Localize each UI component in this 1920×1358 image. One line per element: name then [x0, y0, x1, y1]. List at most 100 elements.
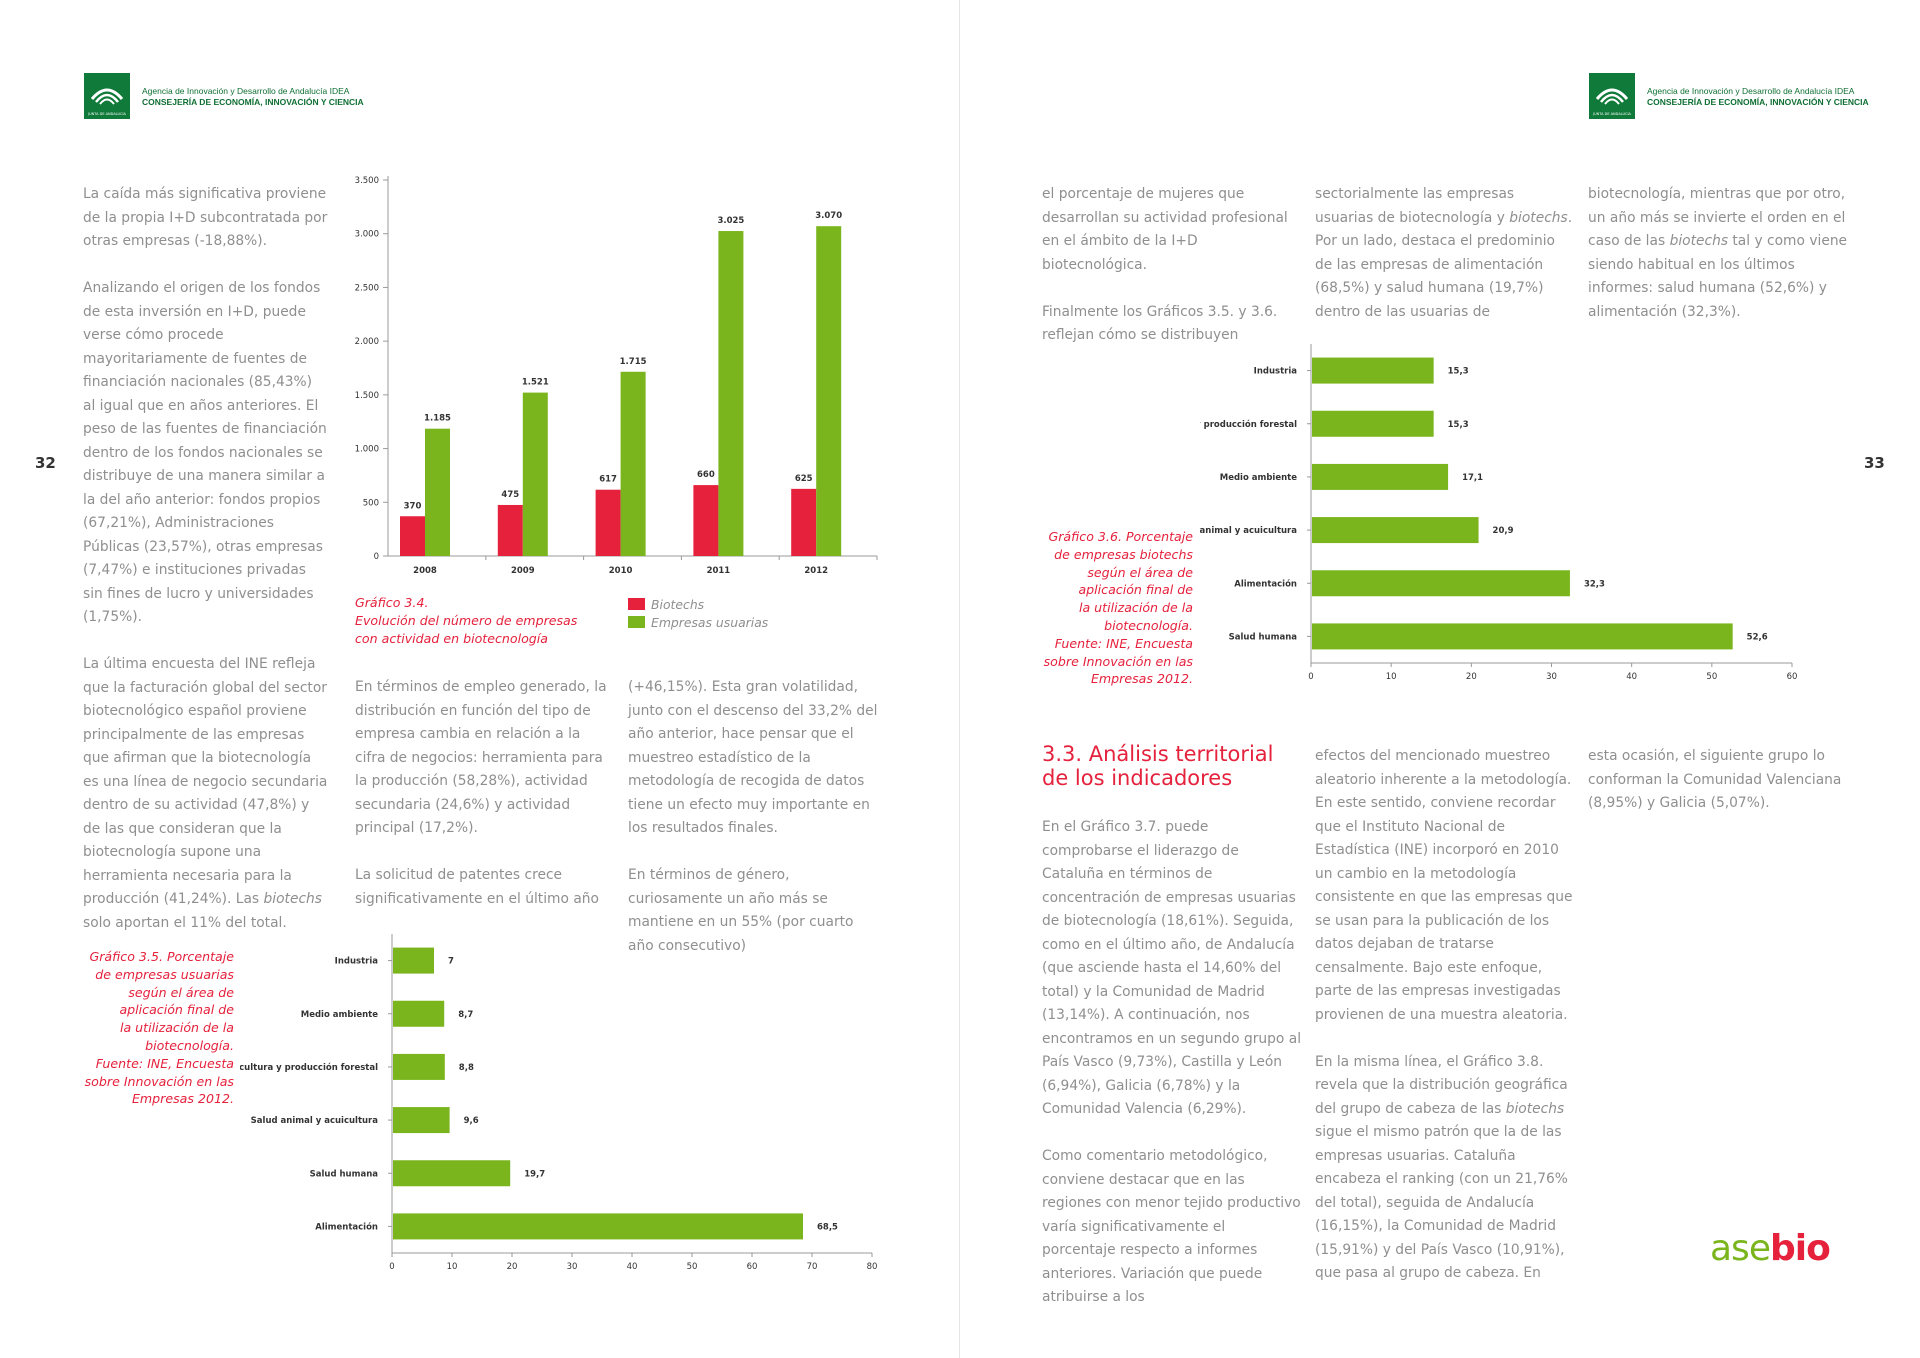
bar-biotechs — [595, 489, 621, 556]
junta-emblem-icon: JUNTA DE ANDALUCIA — [84, 73, 130, 119]
data-label: 20,9 — [1493, 526, 1514, 536]
bar — [1312, 463, 1449, 490]
bar — [1312, 517, 1479, 544]
data-label: 1.185 — [424, 414, 451, 424]
x-tick-label: 60 — [747, 1262, 758, 1272]
bar — [393, 1160, 511, 1187]
bar-empresas-usuarias — [718, 231, 744, 556]
junta-logo: JUNTA DE ANDALUCIA Agencia de Innovación… — [84, 73, 384, 119]
x-tick-label: 0 — [389, 1262, 394, 1272]
x-tick-label: 40 — [1626, 672, 1637, 682]
x-tick-label: 2008 — [413, 566, 437, 576]
category-label: Salud animal y acuicultura — [1200, 526, 1297, 536]
paragraph: En términos de género, curiosamente un a… — [628, 867, 854, 954]
data-label: 3.070 — [815, 211, 842, 221]
data-label: 15,3 — [1448, 420, 1469, 430]
paragraph: La última encuesta del INE refleja que l… — [83, 656, 328, 931]
right-column-1: el porcentaje de mujeres que desarrollan… — [1042, 183, 1297, 348]
category-label: Salud humana — [310, 1169, 379, 1179]
category-label: Agricultura y producción forestal — [1200, 419, 1297, 430]
x-tick-label: 20 — [1466, 672, 1477, 682]
bar-empresas-usuarias — [425, 428, 450, 556]
data-label: 68,5 — [817, 1222, 838, 1232]
x-tick-label: 50 — [687, 1262, 698, 1272]
x-tick-label: 30 — [1546, 672, 1557, 682]
category-label: Medio ambiente — [301, 1010, 378, 1020]
x-tick-label: 80 — [867, 1262, 878, 1272]
y-tick-label: 3.000 — [355, 230, 379, 240]
paragraph: el porcentaje de mujeres que desarrollan… — [1042, 186, 1288, 273]
x-tick-label: 2010 — [609, 566, 633, 576]
x-tick-label: 2009 — [511, 566, 535, 576]
x-tick-label: 30 — [567, 1262, 578, 1272]
bar-empresas-usuarias — [620, 371, 646, 556]
bar-empresas-usuarias — [522, 392, 548, 556]
bar — [1312, 570, 1570, 597]
header-ministry: CONSEJERÍA DE ECONOMÍA, INNOVACIÓN Y CIE… — [1647, 97, 1869, 107]
paragraph: Analizando el origen de los fondos de es… — [83, 280, 327, 625]
left-column-1: La caída más significativa proviene de l… — [83, 183, 328, 935]
category-label: Medio ambiente — [1220, 473, 1297, 483]
x-tick-label: 60 — [1787, 672, 1798, 682]
data-label: 625 — [795, 474, 813, 484]
paragraph: esta ocasión, el siguiente grupo lo conf… — [1588, 748, 1842, 811]
bar — [393, 947, 434, 974]
section-column-1: En el Gráfico 3.7. puede comprobarse el … — [1042, 816, 1302, 1310]
page-number: 33 — [1864, 454, 1885, 472]
y-tick-label: 1.000 — [355, 445, 379, 455]
bar — [393, 1000, 445, 1027]
data-label: 3.025 — [717, 216, 744, 226]
legend-swatch-biotechs — [628, 598, 645, 610]
data-label: 19,7 — [524, 1169, 545, 1179]
data-label: 1.715 — [620, 357, 647, 367]
bar — [1312, 357, 1434, 384]
section-title: 3.3. Análisis territorial de los indicad… — [1042, 742, 1274, 790]
bar-empresas-usuarias — [816, 226, 842, 557]
paragraph: sectorialmente las empresas usuarias de … — [1315, 186, 1573, 320]
bar — [1312, 410, 1434, 437]
header-agency: Agencia de Innovación y Desarrollo de An… — [142, 86, 350, 96]
chart-3-4-caption: Gráfico 3.4. Evolución del número de emp… — [355, 595, 578, 646]
paragraph: (+46,15%). Esta gran volatilidad, junto … — [628, 679, 878, 836]
data-label: 8,8 — [459, 1063, 474, 1073]
data-label: 475 — [501, 490, 519, 500]
junta-logo: JUNTA DE ANDALUCIA Agencia de Innovación… — [1589, 73, 1889, 119]
left-column-2: En términos de empleo generado, la distr… — [355, 676, 610, 911]
paragraph: En términos de empleo generado, la distr… — [355, 679, 607, 836]
left-column-3: (+46,15%). Esta gran volatilidad, junto … — [628, 676, 883, 958]
data-label: 8,7 — [458, 1010, 473, 1020]
x-tick-label: 10 — [447, 1262, 458, 1272]
chart-3-5: 0 10 20 30 40 50 60 70 80 Industria 7 Medio ambient… — [240, 934, 878, 1272]
category-label: Salud humana — [1229, 632, 1298, 642]
category-label: Salud animal y acuicultura — [251, 1116, 379, 1126]
category-label: Industria — [1254, 367, 1298, 377]
right-column-3: biotecnología, mientras que por otro, un… — [1588, 183, 1850, 324]
paragraph: Como comentario metodológico, conviene d… — [1042, 1148, 1301, 1305]
paragraph: Finalmente los Gráficos 3.5. y 3.6. refl… — [1042, 303, 1278, 344]
x-tick-label: 70 — [807, 1262, 818, 1272]
chart-3-5-caption: Gráfico 3.5. Porcentaje de empresas usua… — [84, 949, 234, 1107]
bar — [1312, 623, 1733, 650]
category-label: Industria — [335, 957, 379, 967]
legend-biotechs: Biotechs — [651, 597, 705, 612]
legend-empresas-usuarias: Empresas usuarias — [651, 615, 769, 630]
bar-biotechs — [791, 488, 817, 556]
y-tick-label: 0 — [374, 552, 379, 562]
paragraph: En la misma línea, el Gráfico 3.8. revel… — [1315, 1053, 1568, 1282]
category-label: Alimentación — [1234, 578, 1297, 589]
chart-3-4: 0 500 1.000 1.500 2.000 2.500 3.000 3.500 370 1.1… — [355, 176, 878, 576]
y-tick-label: 2.000 — [355, 337, 379, 347]
asebio-logo: asebio — [1710, 1228, 1831, 1269]
bar — [393, 1053, 445, 1080]
x-tick-label: 0 — [1308, 672, 1313, 682]
x-tick-label: 50 — [1706, 672, 1717, 682]
data-label: 52,6 — [1747, 632, 1768, 642]
bar-biotechs — [497, 504, 523, 556]
x-tick-label: 40 — [627, 1262, 638, 1272]
paragraph: efectos del mencionado muestreo aleatori… — [1315, 748, 1573, 1023]
chart-3-6-caption: Gráfico 3.6. Porcentaje de empresas biot… — [1043, 529, 1193, 687]
category-label: Alimentación — [315, 1221, 378, 1232]
header-agency: Agencia de Innovación y Desarrollo de An… — [1647, 86, 1855, 96]
x-tick-label: 2011 — [707, 566, 731, 576]
bar — [393, 1107, 450, 1134]
